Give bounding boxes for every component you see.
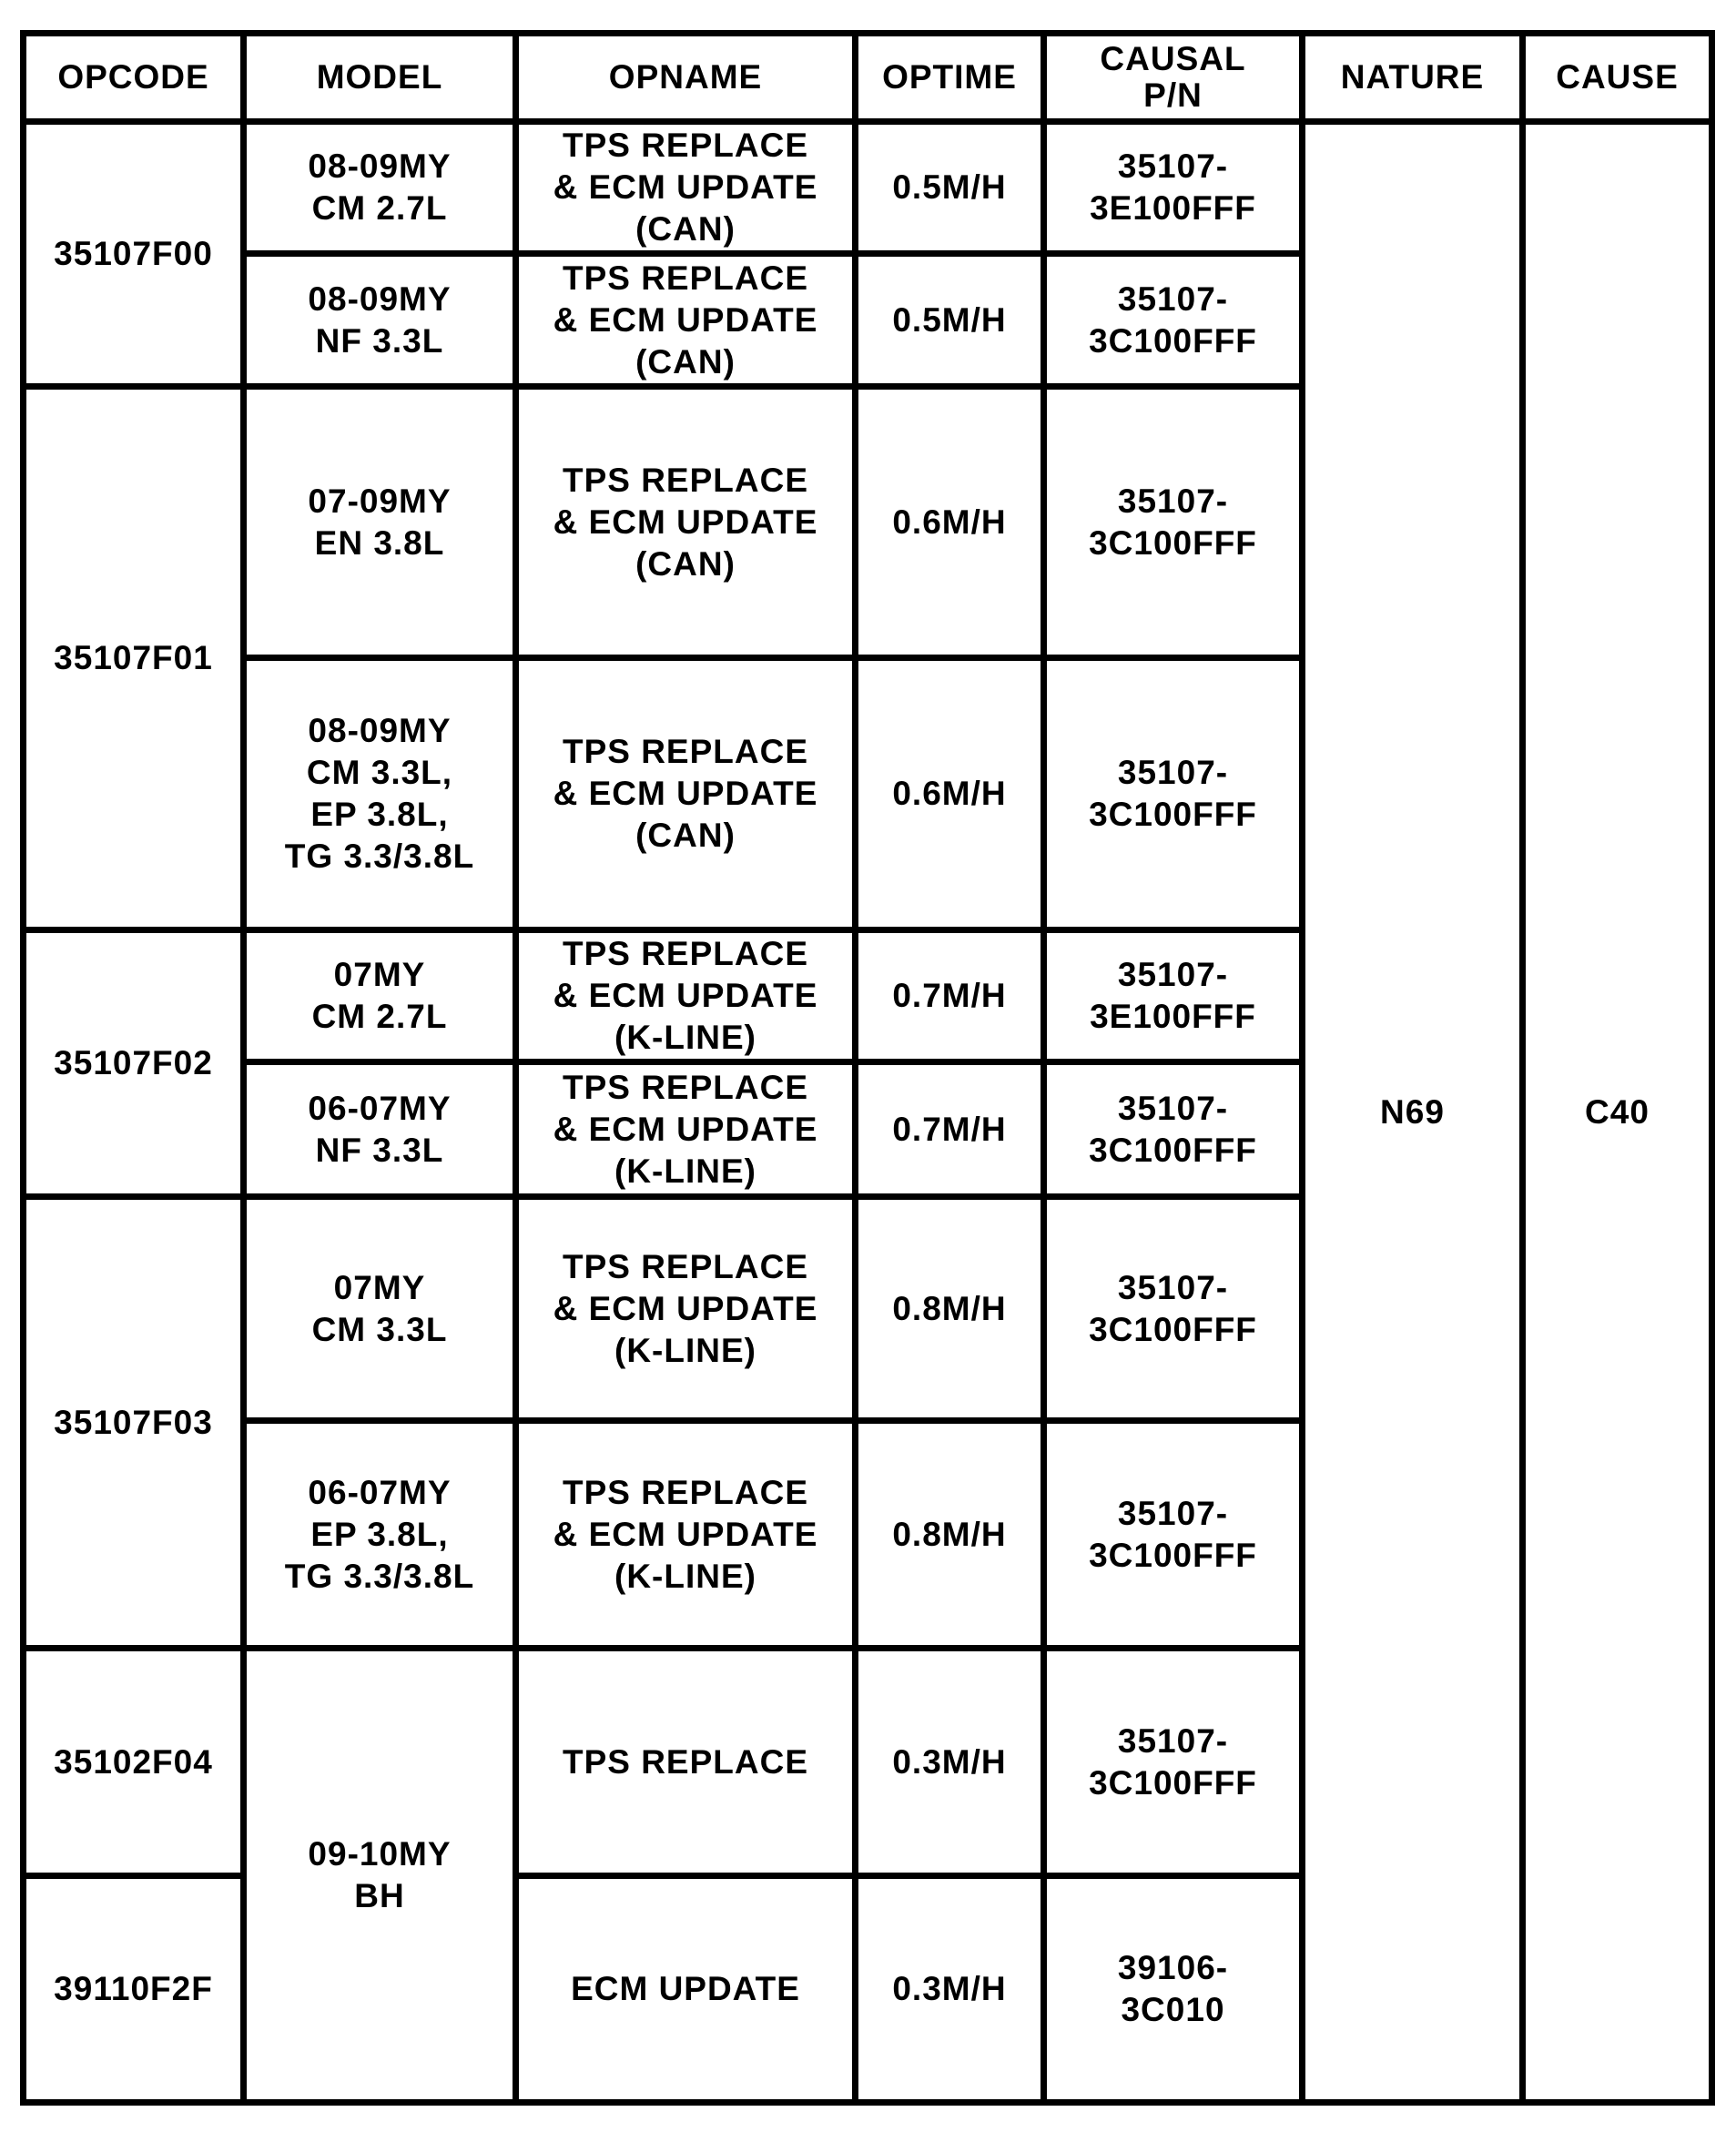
- causal-pn-cell: 35107- 3C100FFF: [1041, 250, 1305, 390]
- header-optime: OPTIME: [852, 30, 1047, 125]
- opname-cell: TPS REPLACE & ECM UPDATE (CAN): [513, 118, 858, 257]
- opname-cell: TPS REPLACE & ECM UPDATE (K-LINE): [513, 1193, 858, 1424]
- causal-pn-cell: 35107- 3C100FFF: [1041, 1059, 1305, 1200]
- opname-cell: TPS REPLACE & ECM UPDATE (CAN): [513, 655, 858, 933]
- table-row: 35107F02 07MY CM 2.7L TPS REPLACE & ECM UP…: [20, 927, 1712, 1200]
- opcode-table: OPCODE MODEL OPNAME OPTIME CAUSAL P/N NA…: [20, 30, 1715, 2106]
- header-cause: CAUSE: [1519, 30, 1715, 125]
- causal-pn-cell: 35107- 3C100FFF: [1041, 1193, 1305, 1424]
- header-row: OPCODE MODEL OPNAME OPTIME CAUSAL P/N NA…: [20, 30, 1715, 125]
- opcode-cell: 35102F04: [20, 1645, 247, 1879]
- causal-pn-cell: 35107- 3C100FFF: [1041, 1645, 1305, 1879]
- table-row: 35107F03 07MY CM 3.3L TPS REPLACE & ECM UP…: [20, 1193, 1712, 1651]
- opcode-cell: 35107F02: [20, 927, 247, 1200]
- model-cell: 08-09MY NF 3.3L: [240, 250, 519, 390]
- header-opcode: OPCODE: [20, 30, 247, 125]
- nature-cell: N69: [1299, 118, 1526, 2106]
- cause-cell: C40: [1519, 118, 1715, 2106]
- header-nature: NATURE: [1299, 30, 1526, 125]
- optime-cell: 0.7M/H: [852, 1059, 1047, 1200]
- model-cell: 09-10MY BH: [240, 1645, 519, 2106]
- optime-cell: 0.5M/H: [852, 250, 1047, 390]
- model-cell: 06-07MY NF 3.3L: [240, 1059, 519, 1200]
- opname-cell: TPS REPLACE & ECM UPDATE (K-LINE): [513, 1417, 858, 1651]
- table-row: 06-07MY NF 3.3L TPS REPLACE & ECM UPDATE …: [24, 1059, 1712, 1200]
- header-causal-pn: CAUSAL P/N: [1041, 30, 1305, 125]
- model-cell: 07-09MY EN 3.8L: [240, 383, 519, 661]
- optime-cell: 0.8M/H: [852, 1193, 1047, 1424]
- opcode-cell: 35107F00: [20, 118, 247, 390]
- opname-cell: ECM UPDATE: [513, 1873, 858, 2106]
- model-cell: 07MY CM 3.3L: [240, 1193, 519, 1424]
- table-row: 39110F2F ECM UPDATE 0.3M/H 39106- 3C010: [20, 1873, 1712, 2106]
- causal-pn-cell: 35107- 3C100FFF: [1041, 1417, 1305, 1651]
- optime-cell: 0.8M/H: [852, 1417, 1047, 1651]
- model-cell: 07MY CM 2.7L: [240, 927, 519, 1065]
- model-cell: 08-09MY CM 3.3L, EP 3.8L, TG 3.3/3.8L: [240, 655, 519, 933]
- optime-cell: 0.6M/H: [852, 383, 1047, 661]
- table-row: 08-09MY CM 3.3L, EP 3.8L, TG 3.3/3.8L TPS…: [24, 655, 1712, 933]
- table-row: 35107F01 07-09MY EN 3.8L TPS REPLACE & ECM…: [20, 383, 1712, 933]
- opname-cell: TPS REPLACE & ECM UPDATE (K-LINE): [513, 1059, 858, 1200]
- opname-cell: TPS REPLACE: [513, 1645, 858, 1879]
- causal-pn-cell: 35107- 3E100FFF: [1041, 118, 1305, 257]
- causal-pn-cell: 35107- 3C100FFF: [1041, 655, 1305, 933]
- optime-cell: 0.7M/H: [852, 927, 1047, 1065]
- model-cell: 06-07MY EP 3.8L, TG 3.3/3.8L: [240, 1417, 519, 1651]
- causal-pn-cell: 35107- 3C100FFF: [1041, 383, 1305, 661]
- table-row: 08-09MY NF 3.3L TPS REPLACE & ECM UPDATE …: [24, 250, 1712, 390]
- opname-cell: TPS REPLACE & ECM UPDATE (CAN): [513, 383, 858, 661]
- opcode-cell: 35107F03: [20, 1193, 247, 1651]
- optime-cell: 0.5M/H: [852, 118, 1047, 257]
- opname-cell: TPS REPLACE & ECM UPDATE (K-LINE): [513, 927, 858, 1065]
- table-row: 35102F04 09-10MY BH TPS REPLACE 0.3M/H 35107…: [20, 1645, 1712, 2106]
- opcode-cell: 39110F2F: [20, 1873, 247, 2106]
- optime-cell: 0.6M/H: [852, 655, 1047, 933]
- table-row: 06-07MY EP 3.8L, TG 3.3/3.8L TPS REPLACE …: [24, 1417, 1712, 1651]
- causal-pn-cell: 35107- 3E100FFF: [1041, 927, 1305, 1065]
- model-cell: 08-09MY CM 2.7L: [240, 118, 519, 257]
- opcode-cell: 35107F01: [20, 383, 247, 933]
- causal-pn-cell: 39106- 3C010: [1041, 1873, 1305, 2106]
- optime-cell: 0.3M/H: [852, 1645, 1047, 1879]
- table-row: 35107F00 08-09MY CM 2.7L TPS REPLACE & ECM…: [20, 118, 1715, 2106]
- opname-cell: TPS REPLACE & ECM UPDATE (CAN): [513, 250, 858, 390]
- optime-cell: 0.3M/H: [852, 1873, 1047, 2106]
- header-model: MODEL: [240, 30, 519, 125]
- header-opname: OPNAME: [513, 30, 858, 125]
